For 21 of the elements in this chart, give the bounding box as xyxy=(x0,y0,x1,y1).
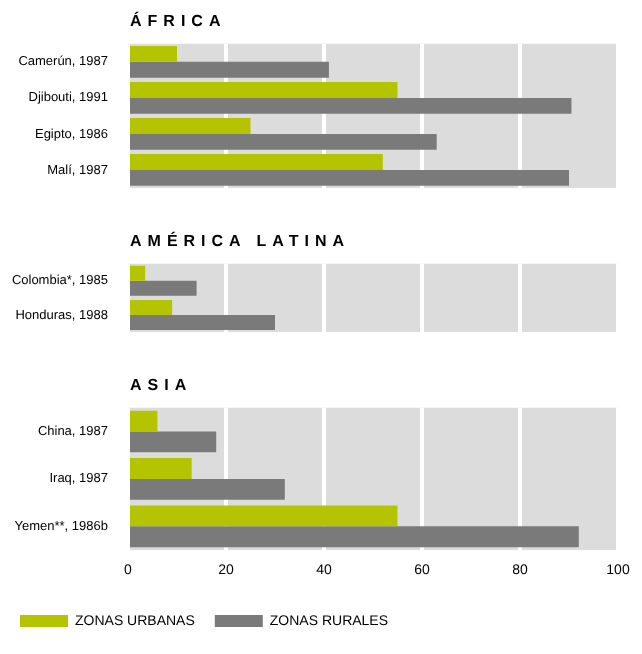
bar xyxy=(130,169,569,186)
bar xyxy=(130,526,579,548)
bar xyxy=(130,478,285,500)
bar xyxy=(130,97,572,114)
bar xyxy=(130,458,192,479)
bar xyxy=(130,314,275,330)
bar xyxy=(130,410,158,432)
chart-title: ÁFRICA xyxy=(128,12,229,32)
bar xyxy=(130,45,177,62)
bar xyxy=(130,61,329,78)
bar xyxy=(130,265,146,281)
bar xyxy=(130,133,437,150)
bar xyxy=(130,299,173,315)
bar xyxy=(130,280,197,296)
chart-title: AMÉRICA LATINA xyxy=(128,232,352,252)
bar xyxy=(130,82,398,98)
chart-title: ASIA xyxy=(128,376,195,396)
bar xyxy=(130,154,383,170)
bar xyxy=(130,431,217,453)
bar xyxy=(130,505,398,527)
bar xyxy=(130,118,251,134)
